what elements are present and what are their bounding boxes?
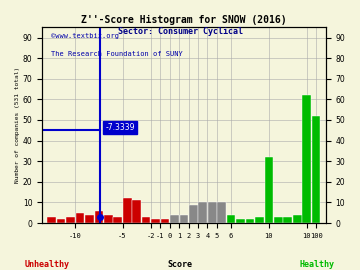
Bar	[293, 215, 302, 223]
Bar	[236, 219, 245, 223]
Text: ©www.textbiz.org: ©www.textbiz.org	[51, 33, 119, 39]
Bar	[48, 217, 56, 223]
Bar	[95, 211, 103, 223]
Bar	[208, 202, 217, 223]
Bar	[151, 219, 160, 223]
Bar	[265, 157, 273, 223]
Text: -7.3339: -7.3339	[105, 123, 135, 132]
Text: The Research Foundation of SUNY: The Research Foundation of SUNY	[51, 51, 183, 57]
Bar	[142, 217, 150, 223]
Bar	[170, 215, 179, 223]
Bar	[76, 213, 84, 223]
Bar	[189, 204, 198, 223]
Bar	[255, 217, 264, 223]
Bar	[198, 202, 207, 223]
Bar	[302, 95, 311, 223]
Bar	[283, 217, 292, 223]
Bar	[246, 219, 254, 223]
Bar	[274, 217, 283, 223]
Bar	[113, 217, 122, 223]
Title: Z''-Score Histogram for SNOW (2016): Z''-Score Histogram for SNOW (2016)	[81, 15, 287, 25]
Text: Sector: Consumer Cyclical: Sector: Consumer Cyclical	[117, 27, 243, 36]
Text: Healthy: Healthy	[299, 260, 334, 269]
Bar	[312, 116, 320, 223]
Text: Unhealthy: Unhealthy	[24, 260, 69, 269]
Bar	[66, 217, 75, 223]
Bar	[57, 219, 66, 223]
Bar	[227, 215, 235, 223]
Bar	[161, 219, 169, 223]
Bar	[123, 198, 131, 223]
Text: Score: Score	[167, 260, 193, 269]
Bar	[217, 202, 226, 223]
Bar	[104, 215, 113, 223]
Y-axis label: Number of companies (531 total): Number of companies (531 total)	[15, 67, 20, 183]
Bar	[132, 200, 141, 223]
Bar	[85, 215, 94, 223]
Bar	[180, 215, 188, 223]
